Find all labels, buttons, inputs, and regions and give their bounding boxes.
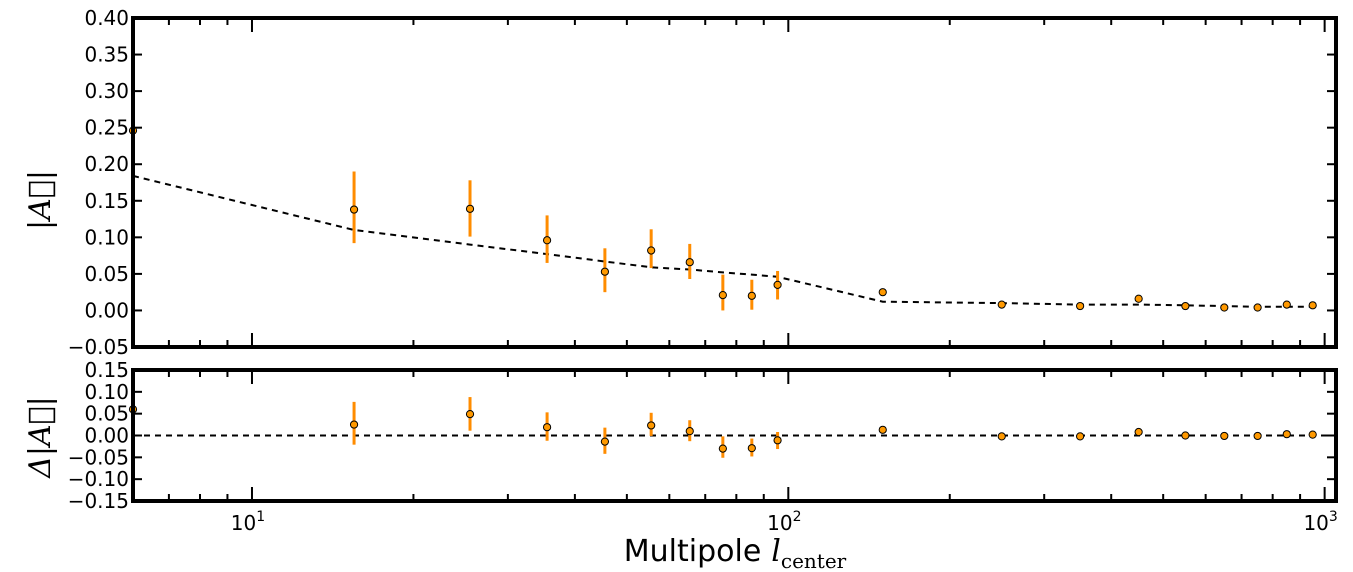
data-point [349, 420, 359, 429]
y-tick-label: 0.05 [84, 402, 129, 426]
data-point [1282, 300, 1291, 309]
y-tick-label: 0.30 [84, 79, 129, 103]
data-point [465, 410, 475, 419]
data-point [349, 205, 359, 214]
y-tick-label: 0.10 [84, 380, 129, 404]
data-point [542, 236, 552, 245]
data-point [600, 267, 609, 276]
plot-frame [131, 16, 1338, 349]
data-point [647, 421, 656, 430]
data-point [1134, 294, 1143, 303]
x-tick-base: 10 [231, 511, 256, 535]
data-point [747, 444, 756, 453]
y-tick-label: 0.05 [84, 262, 129, 286]
data-point [465, 204, 475, 213]
data-point [718, 444, 727, 453]
data-point [773, 280, 782, 289]
y-tick-label: 0.15 [84, 358, 129, 382]
data-point [1220, 431, 1229, 441]
x-axis-label-text: Multipole [624, 534, 762, 569]
x-axis-label-symbol: l [771, 534, 781, 569]
data-point [685, 258, 694, 267]
data-point [1181, 431, 1190, 440]
data-point [1181, 301, 1190, 311]
bottom-panel: 0.150.100.050.00−0.05−0.10−0.15 [68, 358, 1338, 513]
y-tick-label: 0.20 [84, 152, 129, 176]
x-tick-exponent: 1 [256, 509, 265, 525]
data-point [1308, 301, 1317, 310]
y-tick-label: −0.15 [68, 489, 129, 513]
x-tick-label: 102 [767, 509, 801, 535]
data-point [997, 300, 1006, 309]
data-point [997, 432, 1006, 441]
x-tick-exponent: 2 [793, 509, 802, 525]
data-point [747, 291, 756, 300]
data-point [1076, 301, 1085, 311]
data-point [1076, 432, 1085, 441]
y-tick-label: 0.15 [84, 189, 129, 213]
data-point [1220, 303, 1229, 312]
y-tick-label: 0.10 [84, 225, 129, 249]
plot-frame [131, 368, 1338, 503]
x-tick-label: 101 [231, 509, 265, 535]
data-point [647, 246, 656, 255]
data-point [718, 290, 727, 300]
y-tick-label: 0.00 [84, 424, 129, 448]
data-point [878, 425, 887, 434]
x-tick-label: 103 [1303, 509, 1337, 535]
x-axis-label: Multipole lcenter [624, 534, 847, 572]
y-tick-label: 0.35 [84, 43, 129, 67]
data-point [542, 423, 552, 432]
data-point [1134, 427, 1143, 437]
y-axis-label-bottom: Δ|A⃗| [23, 396, 58, 479]
y-axis-label-top: |A⃗| [23, 170, 58, 230]
data-point [1282, 430, 1291, 439]
data-point [1308, 430, 1317, 439]
data-point [685, 427, 694, 436]
y-tick-label: −0.05 [68, 445, 129, 469]
data-point [878, 288, 887, 297]
y-tick-label: 0.25 [84, 116, 129, 140]
y-tick-label: −0.05 [68, 335, 129, 359]
y-tick-label: 0.40 [84, 6, 129, 30]
data-point [600, 437, 609, 446]
data-point [1253, 303, 1262, 312]
data-point [1253, 431, 1262, 441]
x-axis-label-subscript: center [781, 549, 847, 572]
x-tick-base: 10 [1303, 511, 1328, 535]
y-tick-label: 0.00 [84, 298, 129, 322]
x-tick-base: 10 [767, 511, 792, 535]
y-tick-label: −0.10 [68, 467, 129, 491]
top-panel: 0.40 0.35 0.30 0.25 0.20 0.15 0.10 0.05 0.00 −0.0… [68, 6, 1338, 359]
x-tick-exponent: 3 [1329, 509, 1338, 525]
data-point [773, 436, 782, 445]
